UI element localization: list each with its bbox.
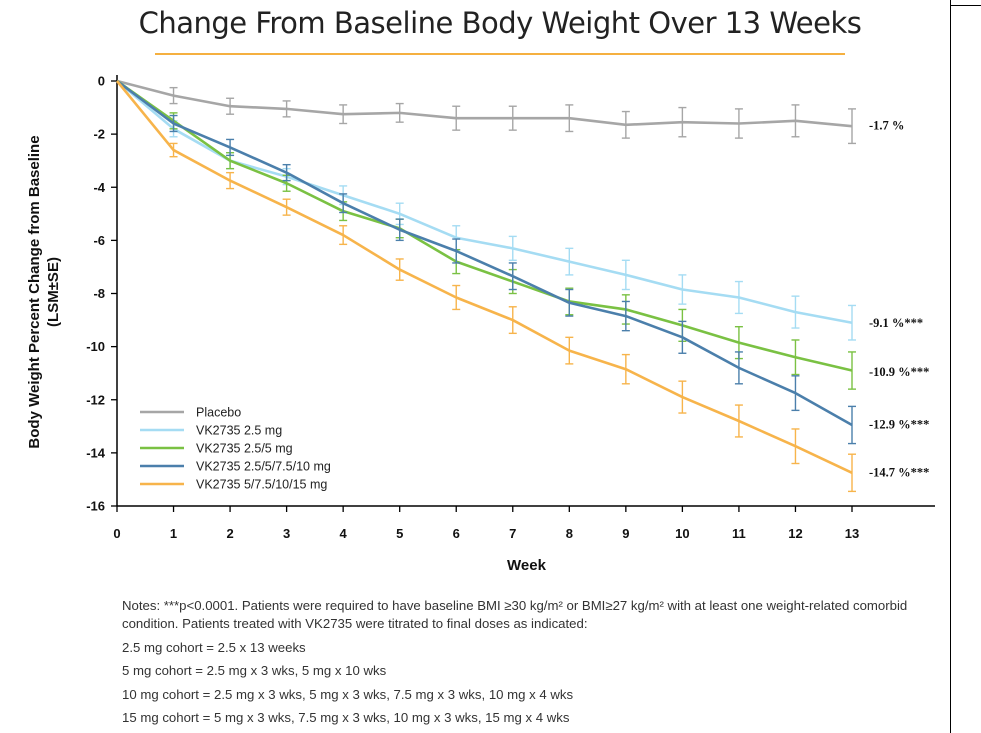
title-underline: [155, 53, 845, 55]
y-tick-label: -14: [86, 445, 106, 460]
y-tick-label: -4: [93, 180, 105, 195]
legend-label: Placebo: [196, 406, 241, 420]
x-tick-label: 2: [226, 526, 233, 541]
x-tick-label: 0: [113, 526, 120, 541]
series-line: [115, 80, 853, 474]
notes-line: 15 mg cohort = 5 mg x 3 wks, 7.5 mg x 3 …: [122, 710, 570, 725]
x-tick-label: 9: [622, 526, 629, 541]
x-tick-label: 3: [283, 526, 290, 541]
y-tick-label: -16: [86, 499, 105, 514]
series-line: [116, 79, 853, 128]
x-tick-label: 11: [732, 526, 746, 541]
series-end-label: -1.7 %: [869, 119, 904, 133]
x-tick-label: 4: [340, 526, 348, 541]
x-tick-label: 6: [453, 526, 460, 541]
x-tick-label: 1: [170, 526, 177, 541]
y-tick-label: -10: [86, 339, 105, 354]
series-end-label: -14.7 %***: [869, 465, 929, 479]
series-end-label: -12.9 %***: [869, 417, 929, 431]
x-tick-label: 5: [396, 526, 403, 541]
x-tick-label: 12: [788, 526, 802, 541]
y-tick-label: -2: [93, 127, 105, 142]
notes-line: 10 mg cohort = 2.5 mg x 3 wks, 5 mg x 3 …: [122, 686, 574, 702]
page-frame-right: [950, 0, 951, 733]
notes-line: 2.5 mg cohort = 2.5 x 13 weeks: [122, 639, 306, 655]
series-end-label: -10.9 %***: [869, 365, 929, 379]
y-tick-label: -8: [93, 286, 105, 301]
x-tick-label: 7: [509, 526, 516, 541]
legend-label: VK2735 2.5/5 mg: [196, 442, 293, 456]
page-frame-top: [950, 5, 981, 6]
y-tick-label: -12: [86, 392, 105, 407]
series-line: [116, 79, 853, 372]
chart-title: Change From Baseline Body Weight Over 13…: [138, 6, 862, 40]
notes-block: Notes: ***p<0.0001. Patients were requir…: [122, 597, 912, 733]
notes-line: 5 mg cohort = 2.5 mg x 3 wks, 5 mg x 10 …: [122, 663, 387, 678]
x-tick-label: 10: [675, 526, 689, 541]
y-tick-label: -6: [93, 233, 105, 248]
legend-label: VK2735 2.5 mg: [196, 424, 282, 438]
legend-label: VK2735 5/7.5/10/15 mg: [196, 478, 327, 492]
x-tick-label: 13: [845, 526, 859, 541]
notes-line: Notes: ***p<0.0001. Patients were requir…: [122, 598, 908, 631]
series-end-label: -9.1 %***: [869, 316, 923, 330]
x-tick-label: 8: [566, 526, 573, 541]
series-line: [116, 79, 853, 427]
x-axis-label: Week: [507, 557, 547, 574]
legend-label: VK2735 2.5/5/7.5/10 mg: [196, 460, 331, 474]
y-tick-label: 0: [98, 74, 105, 89]
